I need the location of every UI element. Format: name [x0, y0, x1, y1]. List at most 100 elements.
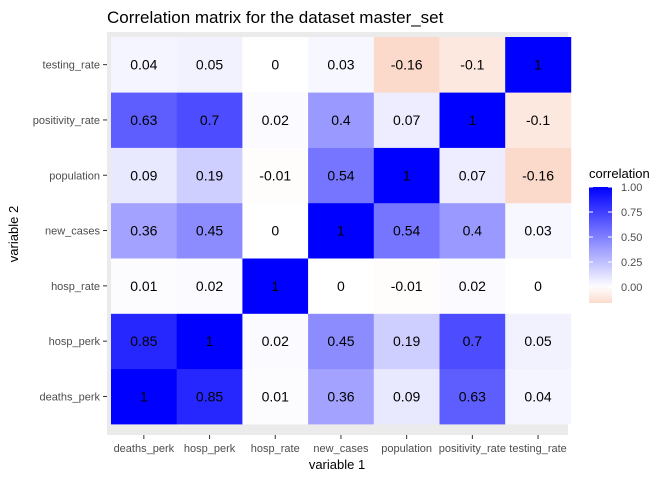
heatmap-cell — [505, 258, 572, 314]
y-tick-label: positivity_rate — [33, 115, 100, 127]
cell-value-label: 0.04 — [524, 388, 551, 404]
cell-value-label: 0.09 — [130, 167, 157, 183]
cell-value-label: 0.45 — [327, 333, 354, 349]
cell-value-label: -0.1 — [526, 112, 550, 128]
heatmap-cell — [111, 313, 177, 370]
cell-value-label: 0.36 — [130, 223, 157, 239]
y-tick-label: deaths_perk — [39, 391, 100, 403]
heatmap-cell — [439, 202, 506, 259]
cell-value-label: 0.85 — [196, 388, 223, 404]
cell-value-label: 0.63 — [459, 388, 486, 404]
cell-value-label: 0.19 — [393, 333, 420, 349]
heatmap-cell — [308, 147, 375, 204]
legend-tick-label: 0.00 — [621, 282, 642, 294]
heatmap-cell — [439, 258, 506, 314]
cell-value-label: 0.03 — [524, 223, 551, 239]
legend-ticks: 1.00 0.75 0.50 0.25 0.00 — [589, 182, 642, 294]
heatmap-cell — [439, 37, 506, 93]
x-axis-title: variable 1 — [309, 457, 365, 472]
heatmap-cell — [373, 202, 440, 259]
heatmap-cell — [176, 202, 243, 259]
heatmap-cell — [242, 368, 309, 425]
heatmap-cell — [242, 313, 309, 370]
cell-value-label: 0 — [271, 57, 279, 73]
cell-value-label: 1 — [206, 333, 214, 349]
heatmap-cell — [176, 313, 243, 370]
cell-value-label: 1 — [337, 223, 345, 239]
cell-value-label: 0.01 — [262, 388, 289, 404]
x-axis-ticks: deaths_perk hosp_perk hosp_rate new_cases po… — [114, 435, 567, 455]
cell-value-label: -0.16 — [391, 57, 423, 73]
cell-value-label: 1 — [403, 167, 411, 183]
heatmap-cell — [505, 92, 572, 148]
heatmap-cell — [242, 258, 309, 314]
heatmap-cell — [111, 368, 177, 425]
cell-value-label: 0 — [337, 278, 345, 294]
heatmap-cell — [439, 147, 506, 204]
heatmap-cell — [308, 368, 375, 425]
cell-value-label: 0.09 — [393, 388, 420, 404]
legend-title: correlation — [589, 166, 650, 181]
legend-tick-label: 0.50 — [621, 232, 642, 244]
cell-value-label: 0.54 — [393, 223, 420, 239]
cell-value-label: 0.04 — [130, 57, 157, 73]
cell-value-label: 0.7 — [200, 112, 220, 128]
heatmap-cell — [505, 147, 572, 204]
cell-value-label: 0.07 — [459, 167, 486, 183]
heatmap-cell — [176, 92, 243, 148]
heatmap-cell — [439, 368, 506, 425]
x-tick-label: testing_rate — [509, 443, 566, 455]
heatmap-cell — [373, 368, 440, 425]
heatmap-cell — [176, 258, 243, 314]
heatmap-cell — [242, 147, 309, 204]
heatmap-cell-labels: 1 0.85 0.01 0.36 0.09 0.63 0.04 0.85 1 0.02 0.45 0.… — [130, 57, 554, 405]
legend: correlation 1.00 0.75 0.50 0.25 0.00 — [589, 166, 650, 303]
heatmap-cell — [373, 258, 440, 314]
y-axis-ticks: deaths_perk hosp_perk hosp_rate new_cases po… — [33, 60, 107, 403]
heatmap-cell — [176, 37, 243, 93]
cell-value-label: 0.4 — [463, 223, 483, 239]
cell-value-label: 0.02 — [262, 112, 289, 128]
heatmap-cell — [505, 368, 572, 425]
heatmap-cells — [111, 37, 572, 425]
cell-value-label: -0.01 — [391, 278, 423, 294]
y-tick-label: population — [49, 170, 100, 182]
cell-value-label: -0.01 — [259, 167, 291, 183]
chart-title: Correlation matrix for the dataset maste… — [107, 8, 444, 27]
cell-value-label: 0.19 — [196, 167, 223, 183]
heatmap-cell — [505, 202, 572, 259]
heatmap-cell — [308, 92, 375, 148]
heatmap-cell — [373, 37, 440, 93]
cell-value-label: 0.02 — [262, 333, 289, 349]
cell-value-label: 0.02 — [196, 278, 223, 294]
heatmap-cell — [373, 92, 440, 148]
x-tick-label: hosp_rate — [251, 443, 300, 455]
cell-value-label: 0.54 — [327, 167, 354, 183]
cell-value-label: 1 — [140, 388, 148, 404]
heatmap-cell — [111, 37, 177, 93]
y-tick-label: hosp_rate — [51, 281, 100, 293]
x-tick-label: deaths_perk — [114, 443, 175, 455]
heatmap-cell — [111, 202, 177, 259]
heatmap-cell — [373, 313, 440, 370]
cell-value-label: 0.45 — [196, 223, 223, 239]
cell-value-label: 0.7 — [463, 333, 483, 349]
cell-value-label: -0.16 — [522, 167, 554, 183]
cell-value-label: 0.05 — [524, 333, 551, 349]
cell-value-label: 1 — [534, 57, 542, 73]
cell-value-label: 1 — [468, 112, 476, 128]
heatmap-cell — [176, 147, 243, 204]
cell-value-label: -0.1 — [460, 57, 484, 73]
heatmap-cell — [111, 147, 177, 204]
heatmap-cell — [373, 147, 440, 204]
heatmap-cell — [176, 368, 243, 425]
x-tick-label: population — [381, 443, 432, 455]
x-tick-label: positivity_rate — [439, 443, 506, 455]
heatmap-cell — [111, 92, 177, 148]
cell-value-label: 0.01 — [130, 278, 157, 294]
cell-value-label: 1 — [271, 278, 279, 294]
cell-value-label: 0 — [534, 278, 542, 294]
y-axis-title: variable 2 — [6, 206, 21, 262]
legend-tick-label: 1.00 — [621, 182, 642, 194]
y-tick-label: new_cases — [45, 226, 101, 238]
